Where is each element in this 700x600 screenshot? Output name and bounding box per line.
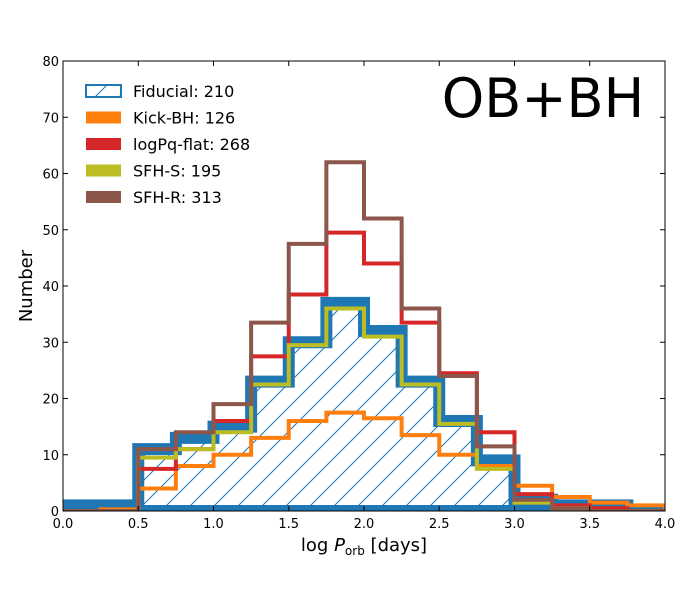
legend-swatch-logpq-flat (86, 138, 121, 150)
y-tick-label: 50 (42, 224, 59, 239)
y-tick-label: 10 (42, 449, 59, 464)
y-tick-label: 0 (51, 505, 59, 520)
x-tick-labels: 0.0 0.5 1.0 1.5 2.0 2.5 3.0 3.5 4.0 (53, 517, 676, 532)
x-tick-label: 2.0 (354, 517, 375, 532)
x-axis-label: log Porb [days] (301, 535, 427, 558)
y-tick-label: 80 (42, 55, 59, 70)
y-tick-label: 20 (42, 393, 59, 408)
chart-annotation: OB+BH (442, 67, 644, 130)
legend-swatch-fiducial (85, 84, 122, 98)
y-tick-label: 40 (42, 280, 59, 295)
series-kick-bh-histogram (63, 410, 665, 511)
x-tick-label: 0.5 (128, 517, 149, 532)
y-tick-label: 70 (42, 111, 59, 126)
x-tick-label: 0.0 (53, 517, 74, 532)
y-axis-label: Number (16, 249, 37, 322)
tick-marks (62, 60, 666, 512)
x-tick-label: 3.0 (504, 517, 525, 532)
x-tick-label: 1.0 (203, 517, 224, 532)
x-tick-label: 1.5 (278, 517, 299, 532)
series-sfh-r-histogram (63, 160, 665, 511)
legend-label-fiducial: Fiducial: 210 (133, 82, 234, 101)
legend-swatch-sfh-s (86, 164, 121, 177)
legend-swatch-sfh-r (86, 191, 121, 203)
legend-swatch-kick-bh (86, 111, 121, 124)
x-tick-label: 4.0 (655, 517, 676, 532)
y-tick-label: 30 (42, 336, 59, 351)
y-tick-label: 60 (42, 168, 59, 183)
y-tick-labels: 0 10 20 30 40 50 60 70 80 (42, 55, 59, 520)
legend-label-sfh-r: SFH-R: 313 (133, 188, 222, 207)
legend-label-sfh-s: SFH-S: 195 (133, 162, 221, 181)
legend: Fiducial: 210 Kick-BH: 126 logPq-flat: 268… (85, 82, 250, 207)
x-tick-label: 2.5 (429, 517, 450, 532)
x-tick-label: 3.5 (579, 517, 600, 532)
legend-label-logpq-flat: logPq-flat: 268 (133, 135, 250, 154)
plot-area (63, 160, 665, 511)
legend-label-kick-bh: Kick-BH: 126 (133, 109, 235, 128)
